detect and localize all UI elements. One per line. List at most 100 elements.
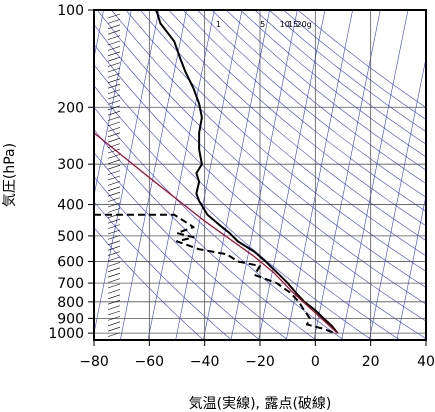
y-tick-label: 300	[57, 157, 84, 173]
wind-barb	[107, 89, 121, 94]
dry-adiabat-line	[94, 106, 344, 340]
wind-barb	[107, 202, 121, 208]
wind-barb	[107, 316, 121, 321]
wind-barb	[107, 116, 121, 121]
dry-adiabat-line	[94, 176, 260, 340]
wind-barb	[107, 283, 121, 289]
mixing-ratio-label: 10	[280, 20, 290, 29]
parcel-path-line	[94, 132, 338, 334]
wind-barb	[107, 267, 121, 273]
x-tick-label: −80	[79, 354, 109, 370]
wind-barb	[107, 289, 121, 294]
wind-barb	[107, 170, 121, 175]
dry-adiabat-line	[94, 227, 204, 340]
wind-barb	[107, 62, 121, 67]
x-tick-label: −20	[245, 354, 275, 370]
dry-adiabat-line	[96, 10, 426, 305]
wind-barb	[107, 181, 121, 186]
x-axis: −80 −60 −40 −20 0 20 40	[79, 340, 435, 370]
y-tick-label: 400	[57, 198, 84, 214]
wind-barb	[107, 100, 121, 105]
dry-adiabat-line	[254, 10, 426, 145]
isotherm-line	[94, 10, 160, 335]
wind-barb	[107, 78, 121, 84]
wind-barb	[107, 326, 121, 332]
x-tick-label: −60	[135, 354, 165, 370]
wind-barb	[107, 24, 121, 30]
wind-barb	[107, 159, 121, 165]
dewpoint-series-line	[94, 213, 336, 335]
isotherm-line	[175, 10, 243, 340]
mixing-ratio-label: 5	[260, 20, 265, 29]
wind-barb	[107, 251, 121, 256]
mixing-ratio-label: 20g	[297, 20, 312, 29]
mixing-ratio-label: 15	[288, 20, 298, 29]
temperature-series-line	[155, 10, 339, 334]
wind-barb	[107, 191, 121, 197]
wind-barb	[107, 224, 121, 229]
wind-barb	[107, 40, 121, 46]
wind-barb	[107, 56, 121, 62]
dry-adiabat-line	[125, 10, 426, 272]
dry-adiabat-line	[211, 10, 426, 184]
wind-barb	[107, 127, 121, 132]
y-tick-label: 700	[57, 276, 84, 292]
wind-barb	[107, 321, 121, 327]
wind-barb	[107, 262, 121, 267]
wind-barb	[107, 13, 121, 19]
wind-barb	[107, 208, 121, 213]
wind-barb	[107, 256, 121, 262]
wind-barb	[107, 278, 121, 283]
wind-barb	[107, 73, 121, 78]
dry-adiabat-line	[94, 129, 316, 340]
isotherm-line	[396, 194, 426, 340]
wind-barb	[107, 294, 121, 300]
wind-barb	[107, 67, 121, 73]
wind-barb	[107, 305, 121, 310]
y-tick-label: 900	[57, 311, 84, 327]
wind-barbs	[107, 13, 121, 337]
isotherm-line	[202, 10, 270, 340]
x-axis-title: 気温(実線), 露点(破線)	[189, 396, 332, 412]
wind-barb	[107, 143, 121, 148]
y-tick-label: 200	[57, 100, 84, 116]
mixing-ratio-label: 1	[216, 20, 221, 29]
isotherm-line	[341, 10, 409, 340]
dry-adiabat-line	[182, 10, 426, 212]
isotherm-line	[119, 10, 187, 340]
isotherm-line	[94, 10, 132, 198]
isotherm-line	[258, 10, 326, 340]
wind-barb	[107, 110, 121, 116]
y-axis-title: 気圧(hPa)	[2, 143, 18, 207]
y-tick-label: 1000	[48, 326, 84, 342]
y-tick-label: 600	[57, 254, 84, 270]
y-tick-label: 100	[57, 3, 84, 19]
dry-adiabat-line	[94, 152, 288, 340]
isotherm-line	[147, 10, 215, 340]
wind-barb	[107, 83, 121, 89]
isotherm-line	[368, 56, 426, 340]
isotherm-line	[285, 10, 353, 340]
wind-barb	[107, 154, 121, 159]
dry-adiabat-line	[197, 10, 426, 198]
wind-barb	[107, 121, 121, 127]
wind-barb	[107, 299, 121, 305]
wind-barb	[107, 132, 121, 138]
wind-barb	[107, 175, 121, 181]
y-tick-label: 500	[57, 229, 84, 245]
x-tick-label: 40	[417, 354, 435, 370]
dry-adiabat-line	[225, 10, 426, 171]
dry-adiabat-line	[168, 10, 426, 227]
wind-barb	[107, 235, 121, 240]
wind-barb	[107, 218, 121, 224]
wind-barb	[107, 164, 121, 170]
dry-adiabat-line	[154, 10, 426, 241]
wind-barb	[107, 332, 121, 337]
x-tick-label: −40	[190, 354, 220, 370]
wind-barb	[107, 94, 121, 100]
wind-barb	[107, 310, 121, 316]
wind-barb	[107, 197, 121, 202]
wind-barb	[107, 51, 121, 57]
